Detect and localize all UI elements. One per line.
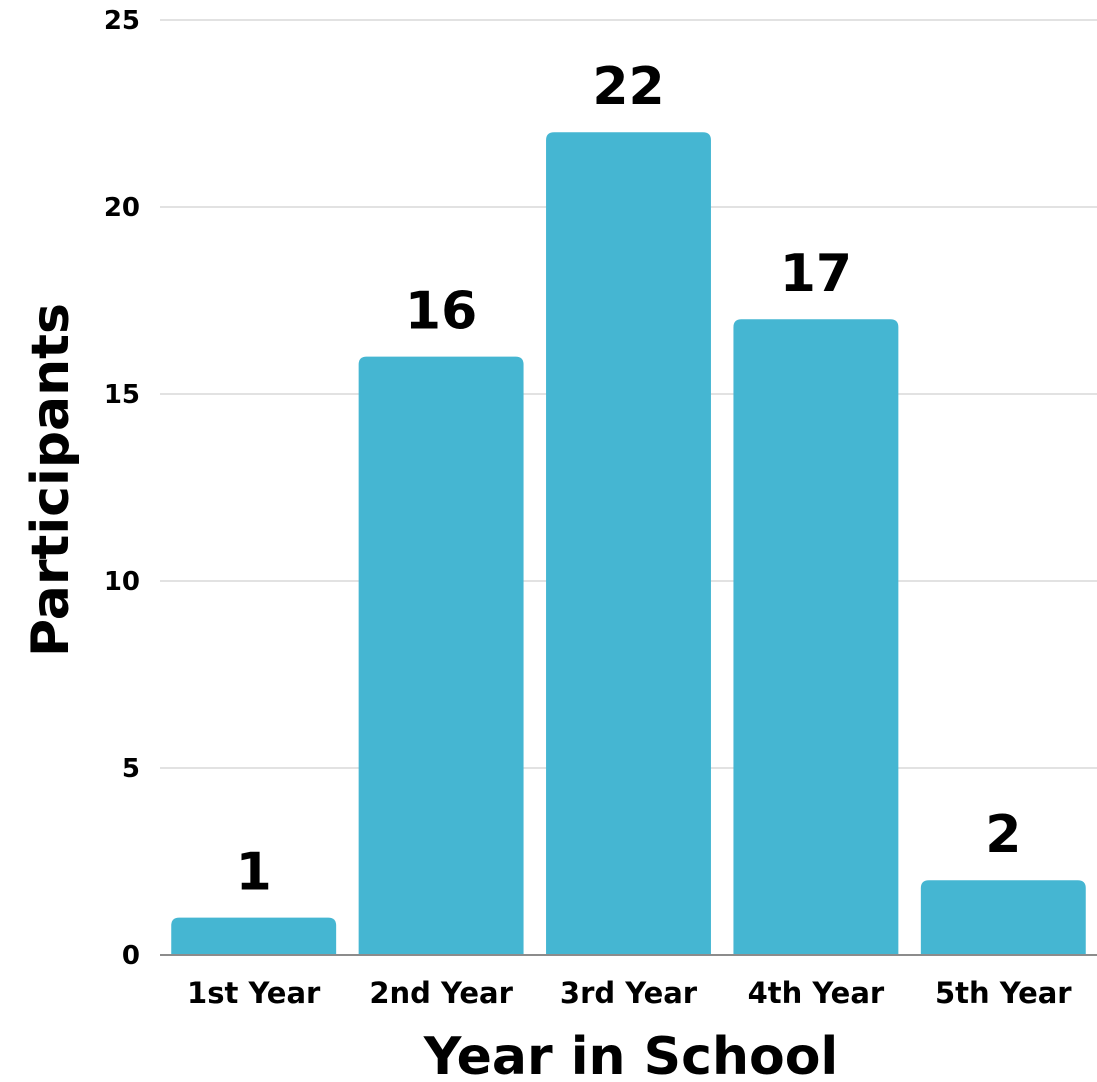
y-tick-label: 25 (104, 6, 140, 36)
data-labels: 1 16 22 17 2 (236, 57, 1022, 902)
data-label: 17 (780, 244, 852, 304)
y-tick-label: 10 (104, 567, 140, 597)
y-axis-ticks: 0 5 10 15 20 25 (104, 6, 140, 971)
x-tick-label: 2nd Year (369, 976, 513, 1010)
bar (733, 319, 899, 955)
y-tick-label: 20 (104, 193, 140, 223)
x-tick-label: 1st Year (187, 976, 321, 1010)
y-axis-label: Participants (21, 303, 81, 657)
data-label: 2 (985, 805, 1021, 865)
data-label: 1 (236, 843, 272, 903)
x-axis-label: Year in School (423, 1027, 839, 1082)
data-label: 22 (592, 57, 664, 117)
bar (171, 917, 337, 955)
bar (358, 356, 524, 956)
data-label: 16 (405, 282, 477, 342)
x-tick-label: 5th Year (935, 976, 1072, 1010)
y-tick-label: 15 (104, 380, 140, 410)
bar (920, 880, 1086, 955)
y-tick-label: 0 (122, 941, 140, 971)
x-tick-label: 4th Year (748, 976, 885, 1010)
x-tick-label: 3rd Year (560, 976, 698, 1010)
x-axis-ticks: 1st Year 2nd Year 3rd Year 4th Year 5th Year (187, 976, 1072, 1010)
bar (546, 132, 711, 955)
bars (171, 132, 1086, 956)
y-tick-label: 5 (122, 754, 140, 784)
